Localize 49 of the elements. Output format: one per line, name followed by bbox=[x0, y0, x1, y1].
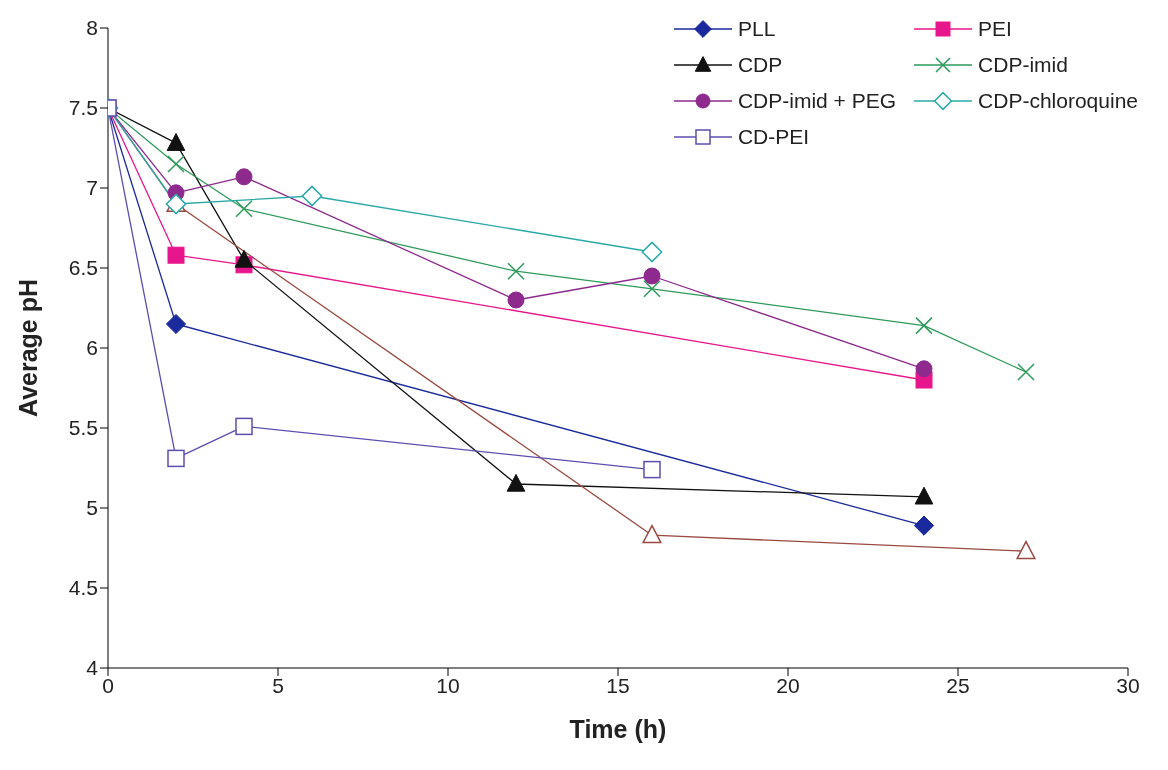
point bbox=[234, 249, 254, 268]
point bbox=[915, 360, 933, 378]
point bbox=[643, 280, 661, 298]
point bbox=[915, 316, 933, 335]
point bbox=[643, 267, 661, 285]
x-axis-title: Time (h) bbox=[569, 715, 667, 743]
y-tick-label: 5 bbox=[86, 496, 98, 520]
point bbox=[642, 524, 662, 544]
point bbox=[167, 449, 185, 468]
x-tick-label: 0 bbox=[102, 673, 114, 697]
point bbox=[235, 168, 253, 186]
point bbox=[507, 291, 525, 309]
legend-label: CDP-imid bbox=[978, 53, 1068, 77]
point bbox=[235, 200, 253, 218]
y-tick-label: 5.5 bbox=[68, 416, 98, 440]
x-tick-label: 30 bbox=[1116, 673, 1140, 697]
legend-label: CDP bbox=[737, 53, 783, 77]
point bbox=[506, 473, 526, 492]
x-tick-label: 25 bbox=[946, 673, 970, 697]
point bbox=[914, 486, 934, 505]
y-tick-label: 4.5 bbox=[68, 576, 98, 600]
point bbox=[166, 133, 186, 151]
x-tick-label: 5 bbox=[272, 673, 284, 697]
x-tick-label: 10 bbox=[436, 673, 460, 697]
legend-label: CD-PEI bbox=[737, 125, 810, 149]
legend-label: PLL bbox=[737, 17, 776, 41]
legend-label: CDP-chloroquine bbox=[978, 89, 1138, 113]
y-axis-title: Average pH bbox=[13, 278, 42, 418]
point bbox=[507, 262, 525, 280]
y-tick-label: 7.5 bbox=[68, 96, 98, 120]
point bbox=[235, 417, 253, 436]
x-tick-label: 15 bbox=[606, 673, 630, 697]
legend-label: CDP-imid + PEG bbox=[737, 89, 897, 113]
y-tick-label: 4 bbox=[86, 656, 99, 680]
y-tick-label: 6 bbox=[86, 336, 98, 360]
point bbox=[165, 313, 187, 335]
point bbox=[301, 185, 323, 207]
y-tick-label: 7 bbox=[86, 176, 98, 200]
x-tick-label: 20 bbox=[776, 673, 800, 697]
point bbox=[913, 515, 935, 536]
point bbox=[641, 241, 663, 263]
y-tick-label: 8 bbox=[86, 16, 98, 40]
point bbox=[167, 155, 185, 173]
legend-label: PEI bbox=[978, 17, 1012, 41]
point bbox=[167, 246, 185, 264]
point bbox=[643, 460, 661, 479]
point bbox=[1017, 363, 1035, 381]
point bbox=[1016, 540, 1036, 560]
y-tick-label: 6.5 bbox=[68, 256, 98, 280]
